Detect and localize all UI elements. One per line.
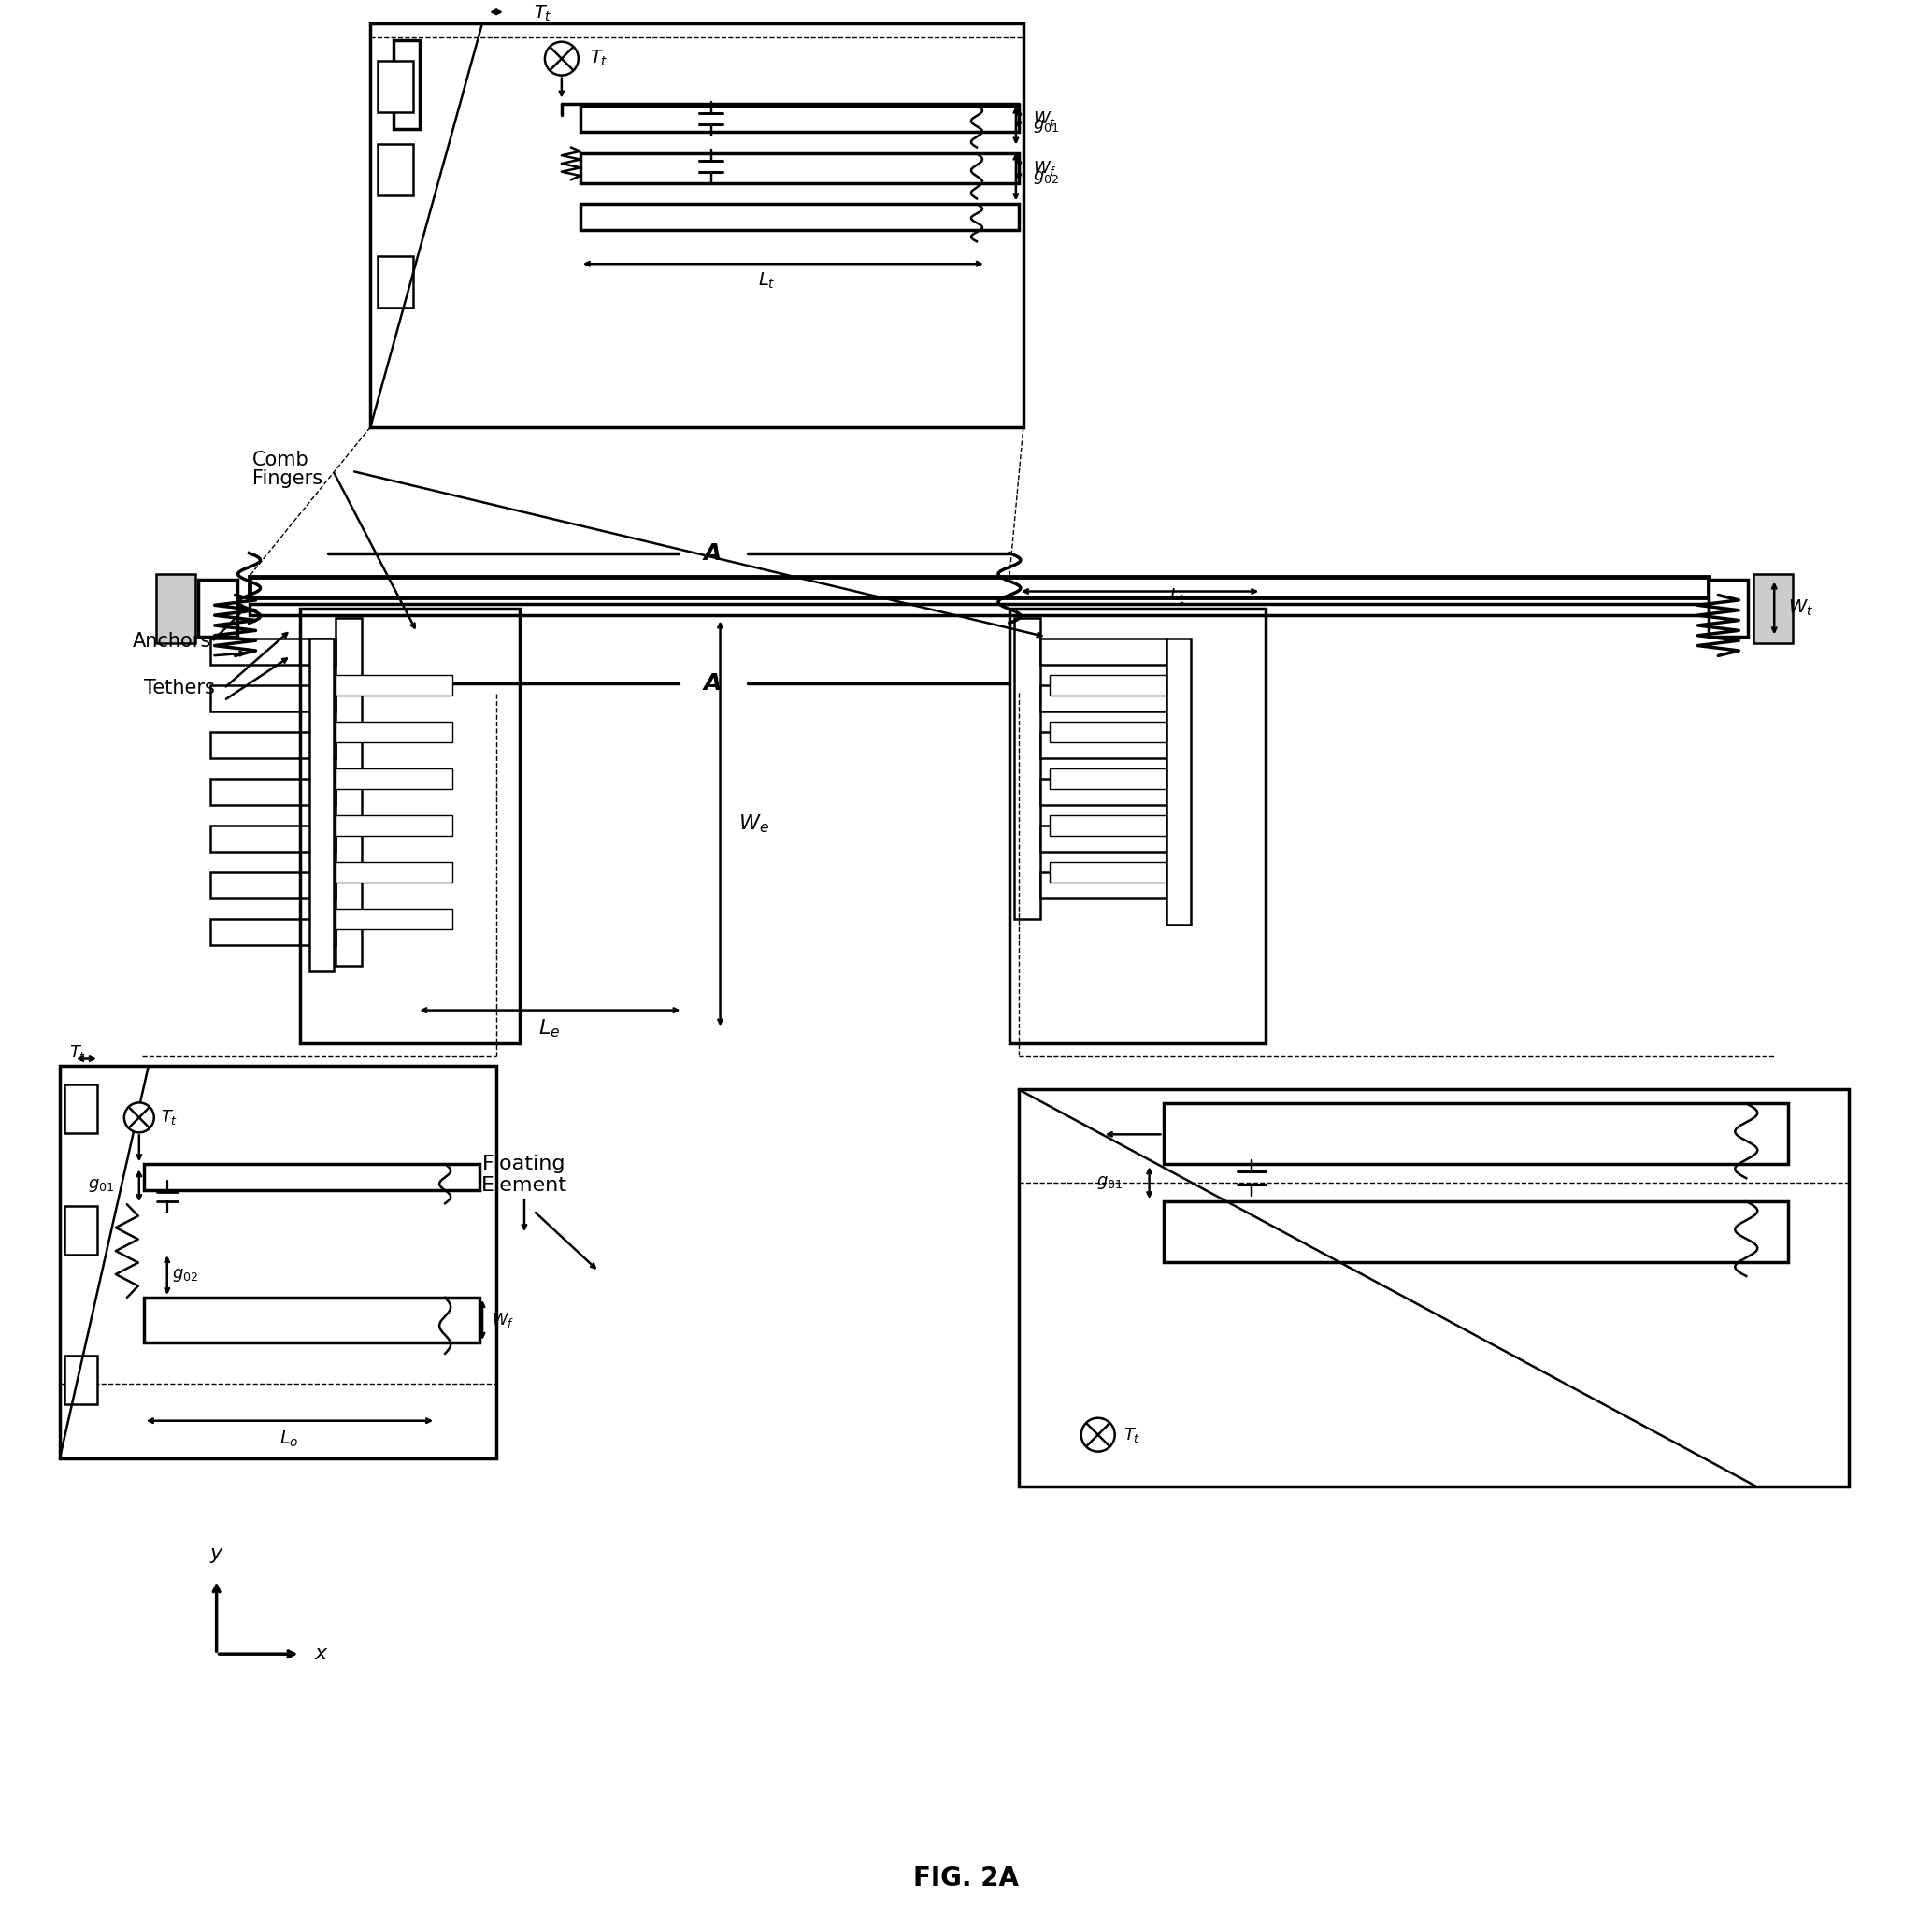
Text: A: A [703,543,723,564]
Bar [1009,610,1265,1043]
Bar [394,40,419,129]
Bar [211,639,336,666]
Bar [379,144,413,196]
Bar [211,779,336,804]
Bar [1039,825,1167,852]
Bar [211,733,336,758]
Text: $W_f$: $W_f$ [1034,160,1057,179]
Bar [1049,816,1167,835]
Text: $T_t$: $T_t$ [1122,1426,1140,1445]
Bar [249,604,1710,616]
Text: FIG. 2A: FIG. 2A [912,1864,1018,1891]
Bar [211,920,336,945]
Bar [1018,1089,1849,1485]
Bar [1039,779,1167,804]
Bar [379,60,413,112]
Text: $L_t$: $L_t$ [757,271,775,291]
Bar [379,256,413,308]
Bar [1710,579,1748,637]
Text: $T_t$: $T_t$ [160,1108,178,1127]
Text: Comb: Comb [251,450,309,469]
Bar [1039,733,1167,758]
Bar [336,618,361,966]
Bar [1163,1201,1789,1262]
Bar [1049,862,1167,883]
Text: $g_{02}$: $g_{02}$ [1034,169,1059,187]
Text: $g_{02}$: $g_{02}$ [172,1266,199,1283]
Bar [64,1354,97,1405]
Bar [301,610,520,1043]
Text: $L_t$: $L_t$ [1169,585,1186,604]
Bar [1039,639,1167,666]
Text: $g_{01}$: $g_{01}$ [1097,1174,1122,1191]
Bar [580,106,1018,131]
Text: $W_f$: $W_f$ [491,1310,514,1329]
Circle shape [1082,1418,1115,1451]
Text: Floating: Floating [483,1154,566,1174]
Text: Tethers: Tethers [143,679,214,698]
Bar [309,639,334,972]
Text: $W_t$: $W_t$ [1034,110,1057,127]
Bar [371,23,1024,427]
Bar [1167,639,1190,924]
Text: $y$: $y$ [209,1547,224,1566]
Text: $L_e$: $L_e$ [539,1018,560,1041]
Text: $g_{01}$: $g_{01}$ [87,1177,114,1195]
Text: Element: Element [481,1176,568,1195]
Text: $x$: $x$ [315,1645,328,1664]
Text: Fingers: Fingers [251,469,323,489]
Bar [336,862,452,883]
Bar [156,573,195,643]
Bar [1049,768,1167,789]
Text: $T_t$: $T_t$ [533,4,553,23]
Text: $T_t$: $T_t$ [589,48,609,69]
Text: $W_t$: $W_t$ [1789,598,1814,618]
Text: $T_t$: $T_t$ [70,1043,87,1062]
Bar [1049,675,1167,696]
Bar [336,675,452,696]
Bar [336,816,452,835]
Circle shape [124,1102,155,1133]
Text: Anchors: Anchors [133,633,211,650]
Bar [143,1297,479,1343]
Text: $L_o$: $L_o$ [280,1430,299,1449]
Bar [336,768,452,789]
Bar [1014,618,1039,920]
Bar [336,908,452,929]
Bar [1039,872,1167,899]
Text: A: A [703,673,723,695]
Bar [1049,722,1167,743]
Text: $g_{01}$: $g_{01}$ [1034,117,1059,135]
Bar [1754,573,1793,643]
Circle shape [545,42,578,75]
Bar [211,825,336,852]
Bar [249,577,1710,596]
Bar [143,1164,479,1191]
Bar [211,685,336,712]
Bar [580,154,1018,183]
Bar [64,1085,97,1133]
Bar [1039,685,1167,712]
Text: $W_e$: $W_e$ [738,812,769,835]
Bar [197,579,238,637]
Bar [60,1066,497,1458]
Bar [1163,1104,1789,1164]
Bar [64,1206,97,1254]
Bar [580,204,1018,231]
Bar [336,722,452,743]
Bar [211,872,336,899]
